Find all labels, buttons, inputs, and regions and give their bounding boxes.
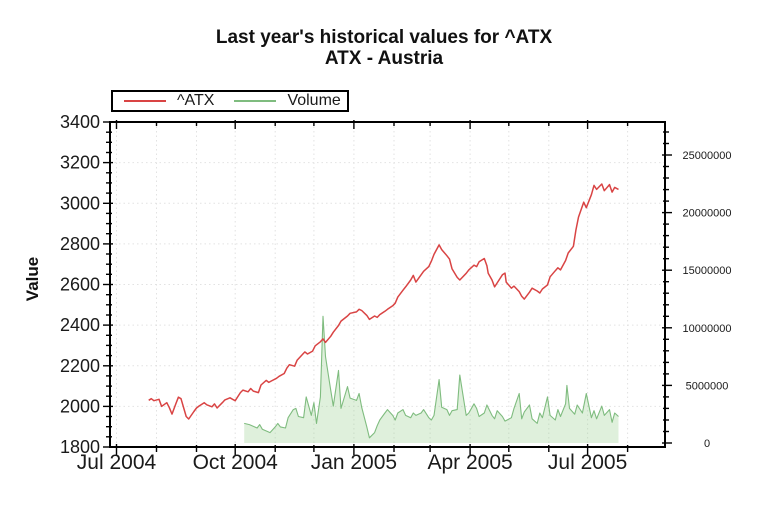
svg-text:15000000: 15000000 (683, 265, 732, 277)
atx-price-line (148, 183, 619, 420)
x-axis-labels: Jul 2004 Oct 2004 Jan 2005 Apr 2005 Jul 2005 (77, 451, 628, 474)
svg-text:Jul 2005: Jul 2005 (548, 451, 627, 474)
svg-text:20000000: 20000000 (683, 208, 732, 220)
legend-label-volume: Volume (287, 92, 341, 109)
legend-label-atx: ^ATX (177, 92, 215, 109)
left-axis-labels: 1800 2000 2200 2400 2600 2800 3000 3200 3400 (60, 112, 100, 457)
svg-text:3400: 3400 (60, 112, 100, 132)
plot-border (109, 121, 666, 448)
right-axis-labels: 0 5000000 10000000 15000000 20000000 25000000 (683, 150, 732, 450)
svg-text:Jul 2004: Jul 2004 (77, 451, 157, 474)
svg-text:2400: 2400 (60, 315, 100, 335)
svg-text:2200: 2200 (60, 356, 100, 376)
svg-text:Oct 2004: Oct 2004 (193, 451, 279, 474)
chart-title-line1: Last year's historical values for ^ATX (215, 27, 553, 48)
volume-line-swatch (234, 100, 277, 102)
svg-text:3200: 3200 (60, 153, 100, 173)
svg-text:Jan 2005: Jan 2005 (311, 451, 397, 474)
legend: ^ATX Volume (111, 90, 349, 112)
svg-text:2600: 2600 (60, 275, 100, 295)
svg-text:2800: 2800 (60, 234, 100, 254)
svg-text:3000: 3000 (60, 193, 100, 213)
svg-text:0: 0 (704, 438, 710, 450)
chart-title: Last year's historical values for ^ATX A… (4, 27, 764, 69)
atx-line-swatch (124, 100, 166, 102)
svg-text:25000000: 25000000 (683, 150, 732, 162)
axis-ticks (103, 120, 672, 455)
chart-title-line2: ATX - Austria (324, 48, 444, 69)
svg-text:10000000: 10000000 (683, 323, 732, 335)
svg-text:5000000: 5000000 (686, 380, 729, 392)
svg-text:2000: 2000 (60, 396, 100, 416)
svg-text:Apr 2005: Apr 2005 (427, 451, 512, 474)
volume-line (244, 315, 619, 439)
volume-area (244, 316, 619, 443)
svg-text:1800: 1800 (60, 437, 100, 457)
grid (110, 122, 665, 447)
